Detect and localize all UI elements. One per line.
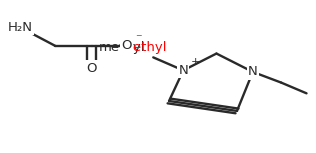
Text: H₂N: H₂N: [8, 21, 33, 34]
Text: +: +: [191, 57, 200, 67]
Text: methyl: methyl: [120, 41, 167, 54]
Text: O: O: [86, 62, 97, 75]
Text: O: O: [121, 39, 132, 52]
Text: N: N: [248, 65, 258, 78]
Text: N: N: [179, 64, 188, 77]
Text: ⁻: ⁻: [135, 33, 142, 45]
Text: methyl: methyl: [99, 41, 145, 54]
